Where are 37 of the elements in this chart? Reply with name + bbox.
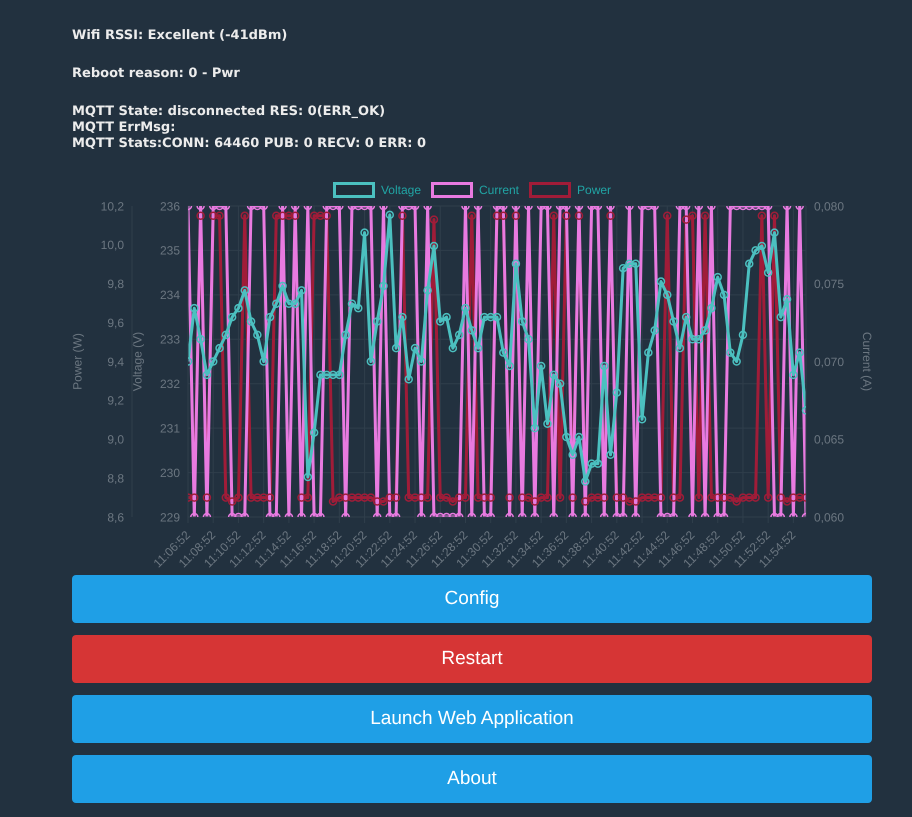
text: About xyxy=(72,755,872,803)
y3-tick-label: 9,8 xyxy=(107,277,124,292)
y2-tick-label: 0,060 xyxy=(814,510,844,524)
legend-label: Current xyxy=(479,183,520,197)
y-tick-label: 230 xyxy=(160,466,180,480)
text: Reboot reason: 0 - Pwr xyxy=(72,66,240,81)
y-tick-label: 231 xyxy=(160,421,180,436)
text: MQTT Stats:CONN: 64460 PUB: 0 RECV: 0 ERR: 0 xyxy=(72,136,426,151)
y2-tick-label: 0,065 xyxy=(814,432,844,447)
y3-tick-label: 8,8 xyxy=(107,471,124,486)
y2-tick-label: 0,070 xyxy=(814,354,844,369)
legend-label: Power xyxy=(577,183,612,197)
y3-tick-label: 8,6 xyxy=(107,510,124,524)
y-axis-title: Voltage (V) xyxy=(130,332,144,392)
y-tick-label: 233 xyxy=(160,332,180,347)
legend-label: Voltage xyxy=(380,183,421,197)
y3-tick-label: 10,2 xyxy=(100,199,124,214)
y-tick-label: 236 xyxy=(160,199,180,214)
y-tick-label: 229 xyxy=(160,510,180,524)
y-tick-label: 235 xyxy=(160,244,180,258)
text: Restart xyxy=(72,635,872,683)
y3-axis-title: Power (W) xyxy=(70,333,84,390)
y3-tick-label: 9,2 xyxy=(107,394,124,408)
y2-axis-title: Current (A) xyxy=(860,332,874,392)
y3-tick-label: 9,6 xyxy=(107,316,124,330)
y-tick-label: 234 xyxy=(160,288,180,302)
y3-tick-label: 9,4 xyxy=(107,354,124,369)
text: MQTT State: disconnected RES: 0(ERR_OK) xyxy=(72,104,386,119)
y2-tick-label: 0,075 xyxy=(814,277,844,292)
y-tick-label: 232 xyxy=(160,376,180,391)
y2-tick-label: 0,080 xyxy=(814,199,844,214)
text: Config xyxy=(72,575,872,623)
text: Launch Web Application xyxy=(72,695,872,743)
text: MQTT ErrMsg: xyxy=(72,120,176,135)
y3-tick-label: 10,0 xyxy=(100,238,124,252)
y3-tick-label: 9,0 xyxy=(107,432,124,447)
text: Wifi RSSI: Excellent (-41dBm) xyxy=(72,28,288,43)
